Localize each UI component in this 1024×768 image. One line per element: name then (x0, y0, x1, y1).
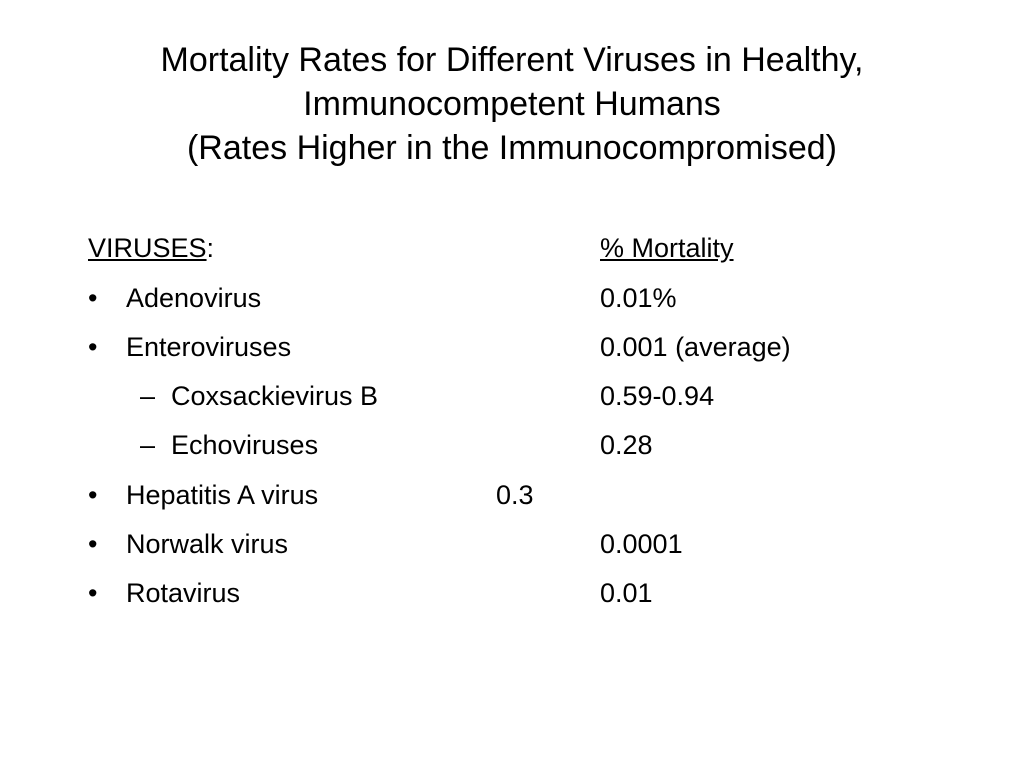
virus-name-enteroviruses: Enteroviruses (126, 332, 292, 362)
mortality-value-adenovirus: 0.01% (600, 283, 677, 313)
sub-bullet-marker: – (140, 381, 156, 411)
sub-bullet-marker: – (140, 430, 156, 460)
slide-title: Mortality Rates for Different Viruses in… (40, 38, 984, 170)
header-viruses: VIRUSES: (88, 232, 214, 264)
mortality-value-enteroviruses: 0.001 (average) (600, 332, 791, 362)
title-line-1: Mortality Rates for Different Viruses in… (160, 41, 864, 79)
bullet-marker: • (88, 529, 98, 559)
title-line-3: (Rates Higher in the Immunocompromised) (186, 129, 838, 167)
bullet-marker: • (88, 283, 98, 313)
mortality-header-label: % Mortality (600, 233, 734, 263)
mortality-value-coxsackievirus-b: 0.59-0.94 (600, 381, 715, 411)
mortality-value-norwalk: 0.0001 (600, 529, 683, 559)
bullet-marker: • (88, 332, 98, 362)
virus-name-hepatitis-a: Hepatitis A virus (126, 480, 319, 510)
virus-name-coxsackievirus-b: Coxsackievirus B (171, 381, 379, 411)
mortality-value-hepatitis-a: 0.3 (496, 480, 534, 510)
viruses-header-colon: : (206, 233, 215, 263)
mortality-value-echoviruses: 0.28 (600, 430, 653, 460)
virus-name-echoviruses: Echoviruses (171, 430, 319, 460)
virus-name-adenovirus: Adenovirus (126, 283, 262, 313)
header-mortality: % Mortality (600, 232, 734, 264)
bullet-marker: • (88, 480, 98, 510)
viruses-header-label: VIRUSES (88, 233, 207, 263)
bullet-marker: • (88, 578, 98, 608)
virus-name-norwalk: Norwalk virus (126, 529, 289, 559)
title-line-2: Immunocompetent Humans (303, 85, 721, 123)
mortality-value-rotavirus: 0.01 (600, 578, 653, 608)
virus-name-rotavirus: Rotavirus (126, 578, 241, 608)
